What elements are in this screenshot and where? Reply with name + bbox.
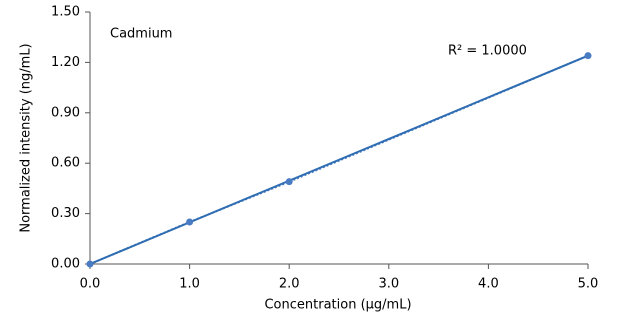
x-tick-label: 3.0 (378, 277, 399, 292)
x-tick-label: 0.0 (80, 277, 101, 292)
y-tick-label: 0.90 (51, 105, 80, 120)
trendline (89, 54, 589, 265)
x-tick-label: 4.0 (478, 277, 499, 292)
y-axis-label: Normalized intensity (ng/mL) (19, 43, 34, 232)
point (584, 52, 592, 60)
annotation: Cadmium (110, 27, 172, 42)
annotation: R² = 1.0000 (448, 44, 527, 59)
y-tick-label: 0.00 (51, 257, 80, 272)
y-tick-label: 1.20 (51, 55, 80, 70)
point (86, 260, 94, 268)
point (285, 178, 293, 186)
y-tick-label: 0.30 (51, 206, 80, 221)
x-axis-label: Concentration (µg/mL) (264, 298, 411, 313)
point (186, 218, 194, 226)
y-tick-label: 0.60 (51, 156, 80, 171)
y-tick-label: 1.50 (51, 5, 80, 20)
x-tick-label: 5.0 (578, 277, 599, 292)
x-tick-label: 1.0 (179, 277, 200, 292)
x-tick-label: 2.0 (279, 277, 300, 292)
